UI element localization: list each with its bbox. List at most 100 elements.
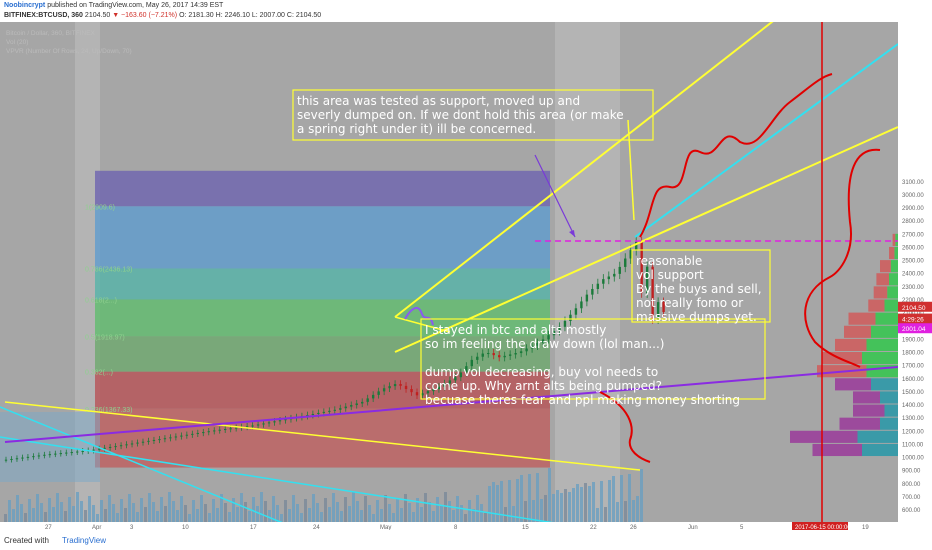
candle-body (415, 392, 419, 396)
volume-bar (80, 501, 83, 522)
volume-bar (316, 503, 319, 522)
candle-body (651, 266, 654, 320)
fib-label: 0.236(1367.33) (85, 407, 132, 414)
candle-body (136, 442, 139, 444)
volume-bar (164, 506, 167, 522)
price-tick-label: 2400.00 (902, 272, 924, 278)
price-chart[interactable]: 1(2909.6) 0.786(2436.13) 0.618(2...) 0.5(19… (0, 22, 932, 530)
candle-body (465, 366, 468, 373)
candle-body (382, 388, 386, 392)
volume-bar (348, 506, 351, 522)
time-tick-label: 19 (862, 525, 869, 530)
candle-body (503, 355, 506, 358)
volume-bar (188, 514, 191, 522)
volume-bar (84, 510, 87, 522)
volume-bar (580, 487, 583, 522)
candle-body (399, 384, 402, 386)
volume-bar (260, 492, 263, 522)
last-price-tag-bg (898, 301, 932, 312)
volume-bar (184, 505, 187, 522)
vpvr-up-bar (884, 299, 898, 312)
candle-body (317, 412, 320, 414)
volume-bar (560, 493, 563, 522)
price-tick-label: 1900.00 (902, 337, 924, 343)
last-price: 2104.50 (84, 12, 111, 19)
price-tick-label: 600.00 (902, 508, 921, 514)
volume-bar (76, 492, 79, 522)
volume-bar (628, 474, 631, 522)
candle-body (558, 326, 561, 331)
volume-bar (584, 483, 587, 522)
volume-bar (448, 501, 451, 522)
price-tick-label: 1100.00 (902, 442, 924, 448)
volume-bar (572, 488, 575, 522)
volume-bar (500, 481, 503, 522)
price-tick-label: 2300.00 (902, 285, 924, 291)
volume-bar (92, 505, 95, 522)
price-tick-label: 1700.00 (902, 364, 924, 370)
candle-body (640, 241, 643, 293)
volume-bar (192, 500, 195, 522)
volume-bar (12, 509, 15, 522)
candle-body (158, 439, 161, 441)
candle-body (552, 330, 556, 336)
header-bar: Noobincrypt published on TradingView.com… (0, 0, 932, 22)
volume-bar (172, 501, 175, 522)
candle-body (459, 372, 463, 378)
volume-bar (556, 490, 559, 522)
candle-body (43, 454, 46, 456)
volume-bar (604, 507, 607, 522)
candle-body (530, 345, 534, 349)
volume-bar (328, 507, 331, 522)
candle-body (645, 266, 649, 293)
volume-bar (240, 493, 243, 522)
candle-body (152, 439, 156, 441)
price-tick-label: 2700.00 (902, 232, 924, 238)
vpvr-up-bar (866, 338, 898, 351)
vpvr-down-bar (853, 391, 880, 404)
volume-bar (592, 482, 595, 522)
vpvr-up-bar (895, 233, 898, 246)
ohlc-line: BITFINEX:BTCUSD, 360 2104.50 ▼ −163.60 (… (4, 12, 321, 19)
note-box-vol-support (631, 249, 771, 323)
vpvr-up-bar (880, 417, 898, 430)
volume-bar (464, 514, 467, 522)
volume-bar (312, 494, 315, 522)
volume-bar (252, 497, 255, 522)
volume-bar (352, 492, 355, 522)
time-tick-label: Jun (688, 525, 698, 530)
volume-bar (268, 510, 271, 522)
price-tick-label: 2600.00 (902, 245, 924, 251)
candle-body (437, 386, 441, 390)
price-tick-label: 2200.00 (902, 298, 924, 304)
fib-zone (95, 299, 550, 337)
last-price-tag: 2104.50 (902, 305, 926, 312)
time-tick-label: May (380, 525, 391, 530)
volume-bar (608, 480, 611, 522)
price-tick-label: 800.00 (902, 482, 921, 488)
volume-bar (280, 514, 283, 522)
volume-bar (124, 508, 127, 522)
volume-bar (340, 511, 343, 522)
candle-body (629, 250, 632, 259)
volume-bar (516, 479, 519, 522)
legend-vol: Vol (20) (6, 39, 29, 46)
volume-bar (416, 498, 419, 522)
volume-bar (228, 512, 231, 522)
tradingview-brand[interactable]: TradingView (62, 536, 107, 545)
volume-bar (208, 513, 211, 522)
candle-body (21, 457, 24, 459)
time-tick-label: 5 (740, 525, 744, 530)
candle-body (492, 353, 495, 356)
volume-bar (364, 496, 367, 522)
candle-body (344, 406, 347, 409)
volume-bar (336, 502, 339, 522)
publisher-name[interactable]: Noobincrypt (4, 2, 46, 9)
vpvr-up-bar (887, 286, 898, 299)
volume-bar (424, 493, 427, 522)
candle-body (202, 432, 205, 434)
volume-bar (360, 510, 363, 522)
candle-body (125, 444, 128, 446)
volume-bar (508, 480, 511, 522)
volume-bar (532, 500, 535, 522)
